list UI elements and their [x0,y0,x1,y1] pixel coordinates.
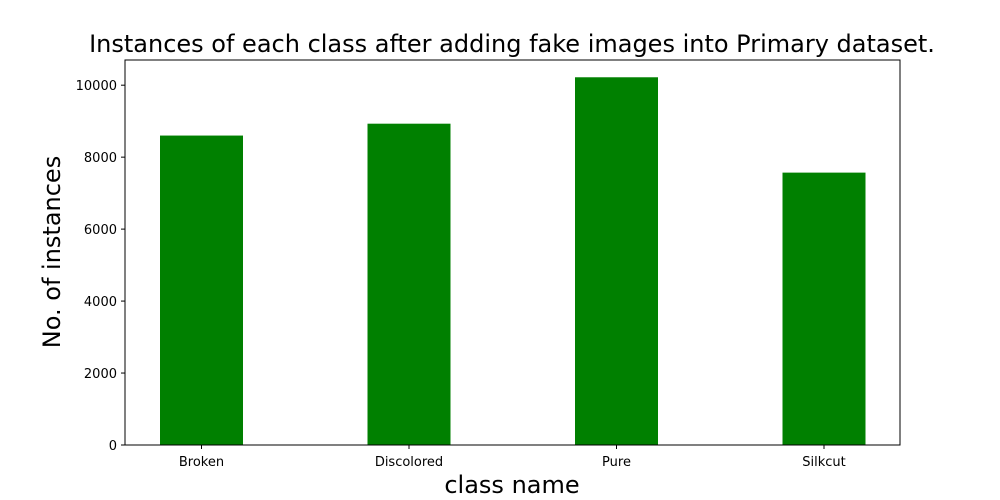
y-tick-label: 4000 [84,295,117,310]
y-axis-label: No. of instances [38,156,66,348]
y-tick-label: 0 [109,439,117,454]
y-tick-label: 8000 [84,151,117,166]
x-tick-label: Pure [602,455,631,470]
bars-group [160,77,866,446]
bar-broken [160,135,243,446]
bar-silkcut [782,172,866,445]
x-tick-label: Silkcut [802,455,846,470]
x-axis-ticks: Broken Discolored Pure Silkcut [179,445,846,470]
x-axis-label: class name [444,471,579,499]
bar-pure [575,77,658,445]
y-axis-ticks: 0 2000 4000 6000 8000 10000 [76,79,125,454]
plot-frame [124,59,901,446]
chart-title: Instances of each class after adding fak… [89,30,935,58]
x-tick-label: Broken [179,455,224,470]
y-tick-label: 2000 [84,367,117,382]
y-tick-label: 10000 [76,79,117,94]
bar-discolored [367,123,451,445]
y-tick-label: 6000 [84,223,117,238]
x-tick-label: Discolored [375,455,443,470]
